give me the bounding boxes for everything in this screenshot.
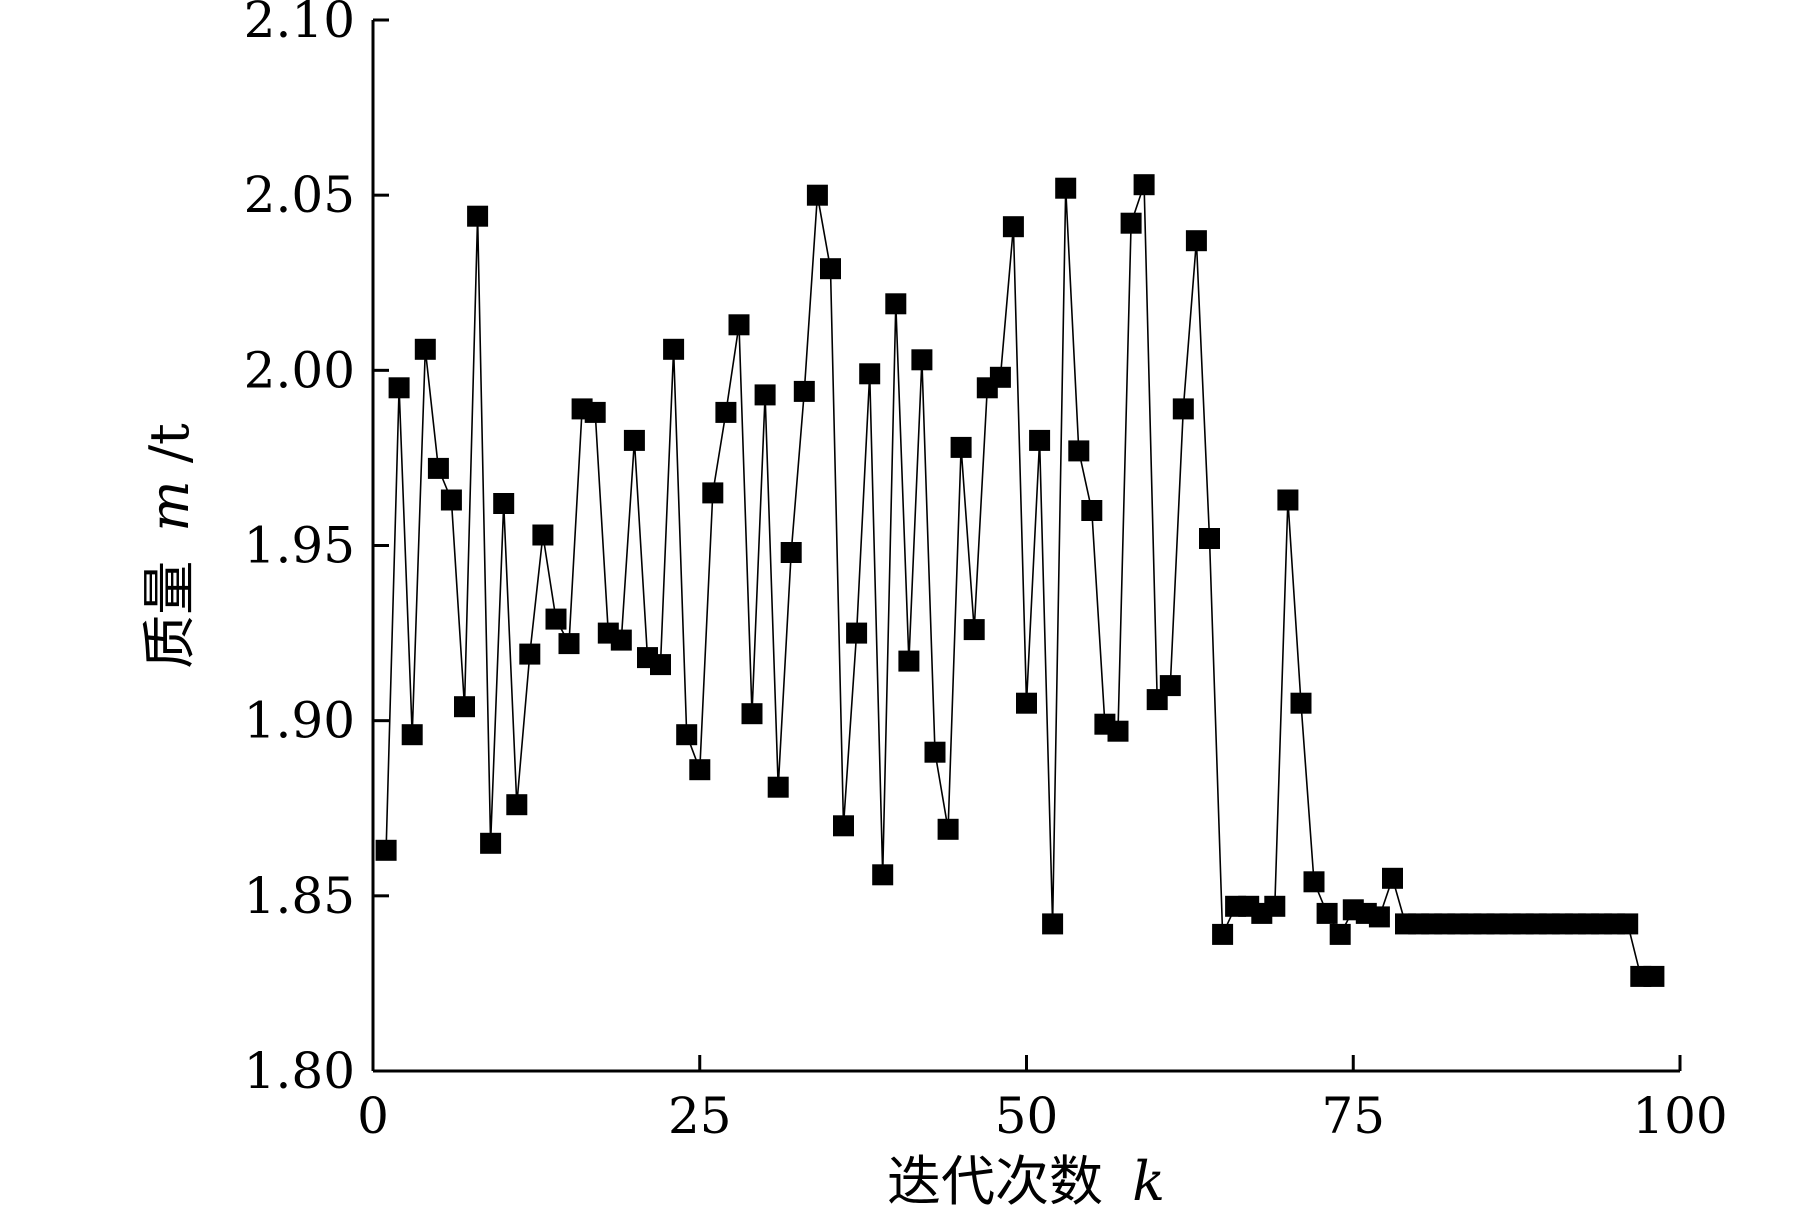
data-point-marker [1120,212,1142,234]
data-markers [375,174,1665,987]
y-axis-title: 质量 m /t [138,423,201,669]
data-point-marker [767,776,789,798]
data-point-marker [545,608,567,630]
data-point-marker [1002,216,1024,238]
data-point-marker [1081,500,1103,521]
data-point-marker [1290,692,1312,714]
data-point-marker [1172,398,1194,420]
data-point-marker [1159,675,1181,697]
data-point-marker [806,184,828,206]
data-point-marker [506,794,528,816]
data-point-marker [885,293,907,315]
y-tick-label: 2.00 [244,341,355,399]
data-point-marker [1382,867,1403,889]
data-point-marker [1643,965,1665,987]
data-point-marker [454,696,475,718]
data-point-marker [375,839,397,861]
data-point-marker [519,643,541,665]
data-point-marker [793,380,815,402]
data-point-marker [1316,902,1338,924]
x-tick-label: 100 [1632,1087,1727,1145]
x-tick-label: 25 [668,1087,732,1145]
x-axis-title-var: k [1132,1150,1165,1213]
data-point-marker [924,741,946,763]
data-point-marker [480,832,502,854]
x-axis-title: 迭代次数 k [887,1150,1165,1213]
tick-marks [371,18,1682,1073]
data-point-marker [1212,923,1234,945]
data-point-marker [702,482,724,504]
y-tick-label: 2.05 [244,166,355,224]
data-point-marker [401,724,423,746]
data-point-marker [1133,174,1155,196]
data-point-marker [937,818,959,840]
data-point-marker [623,429,645,451]
data-point-marker [689,759,711,781]
tick-labels: 1.80 1.85 1.90 1.95 2.00 2.05 2.10 0 25 50 75 100 [244,0,1728,1145]
data-point-marker [1068,440,1090,462]
data-point-marker [846,622,868,644]
data-point-marker [584,401,606,423]
data-point-marker [1016,692,1037,714]
data-point-marker [780,542,802,563]
data-point-marker [1329,923,1351,945]
data-point-marker [467,205,489,227]
data-point-marker [1055,177,1077,199]
data-point-marker [532,524,554,546]
data-point-marker [1199,528,1220,549]
y-axis-title-var: m [138,480,201,531]
data-point-marker [911,349,933,371]
data-point-marker [610,629,632,651]
data-point-marker [558,633,580,655]
x-tick-label: 0 [357,1087,389,1145]
data-point-marker [493,493,515,514]
data-point-marker [754,384,776,406]
data-point-marker [833,815,854,837]
data-point-marker [1368,906,1390,928]
x-tick-label: 75 [1321,1087,1385,1145]
series-line [385,184,1654,978]
y-tick-label: 1.95 [244,517,355,575]
data-point-marker [989,366,1011,388]
data-point-marker [1264,895,1286,917]
data-point-marker [1277,489,1299,511]
data-point-marker [950,436,972,458]
y-axis-title-text: 质量 [138,561,201,669]
data-point-marker [440,489,462,511]
data-point-marker [1107,720,1129,742]
data-point-marker [676,724,698,746]
data-point-marker [715,401,737,423]
data-point-marker [859,363,881,385]
data-point-marker [898,650,920,672]
data-point-marker [663,338,685,360]
x-axis-title-text: 迭代次数 [887,1150,1103,1213]
data-point-marker [741,703,763,725]
data-point-marker [650,654,671,676]
data-point-marker [963,619,985,641]
data-point-marker [1303,871,1325,893]
data-point-marker [414,338,436,360]
data-point-marker [1042,913,1064,935]
data-point-marker [1185,230,1207,252]
data-point-marker [872,864,894,886]
y-tick-label: 1.80 [244,1042,355,1100]
data-point-marker [728,314,750,336]
data-point-marker [820,258,841,280]
y-tick-label: 1.85 [244,867,355,925]
y-tick-label: 1.90 [244,692,355,750]
data-point-marker [388,377,410,399]
data-point-marker [1617,913,1639,935]
y-axis-title-unit: /t [138,423,201,463]
x-tick-label: 50 [995,1087,1059,1145]
y-tick-label: 2.10 [244,0,355,49]
data-point-marker [1029,429,1051,451]
series-polyline [385,184,1654,978]
data-point-marker [427,457,449,479]
